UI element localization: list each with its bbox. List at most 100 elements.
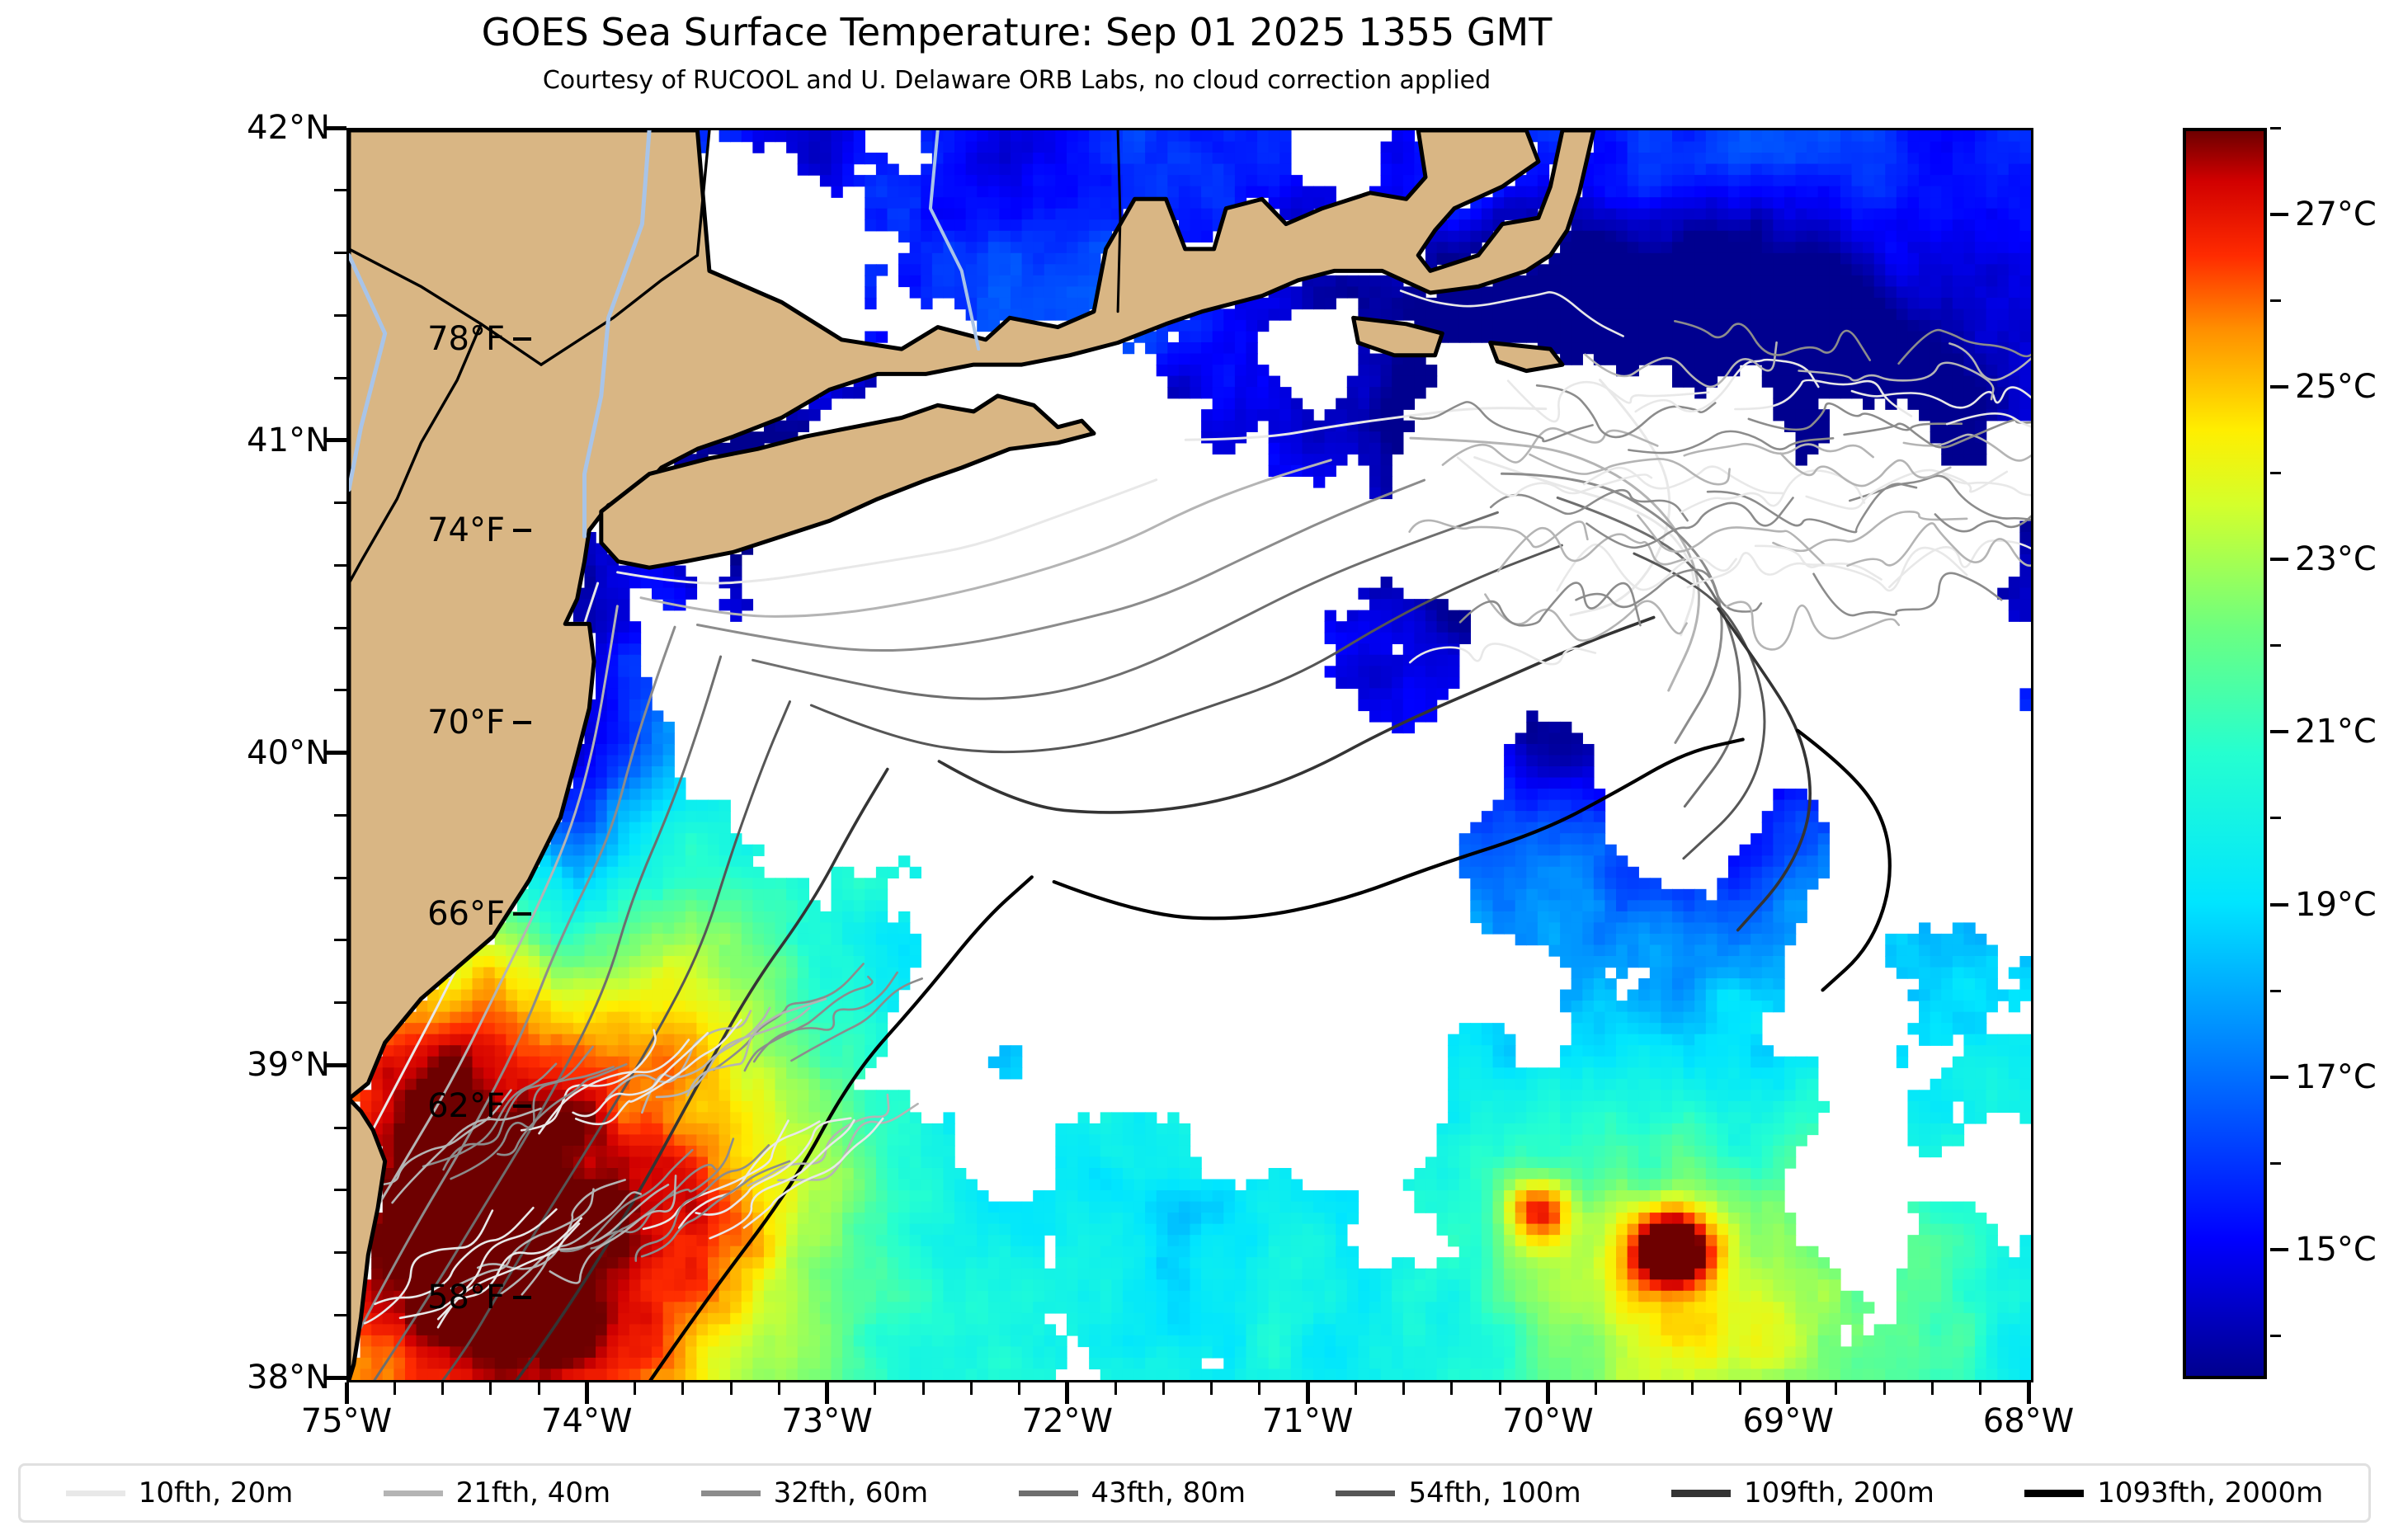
isobath-40m bbox=[639, 459, 1332, 618]
isobath-detail bbox=[1484, 593, 1688, 642]
colorbar-celsius-label-2: 23°C bbox=[2295, 540, 2377, 579]
colorbar[interactable] bbox=[2183, 128, 2267, 1379]
isobath-detail bbox=[398, 1208, 558, 1320]
isobath-detail bbox=[709, 1119, 855, 1240]
ny-pa-border bbox=[349, 247, 543, 366]
longitude-tick-major-5 bbox=[1545, 1382, 1550, 1404]
longitude-tick-minor bbox=[1882, 1382, 1886, 1395]
land-delmarva-peninsula bbox=[349, 1096, 388, 1380]
colorbar-fahrenheit-label-2: 70°F bbox=[427, 703, 505, 742]
longitude-tick-major-6 bbox=[1786, 1382, 1791, 1404]
longitude-tick-minor bbox=[1498, 1382, 1501, 1395]
latitude-tick-minor bbox=[334, 1126, 346, 1129]
longitude-tick-label-1: 74°W bbox=[541, 1402, 633, 1440]
legend-item-40m: 21fth, 40m bbox=[383, 1476, 611, 1509]
isobath-20m bbox=[616, 478, 1158, 585]
longitude-tick-major-1 bbox=[584, 1382, 589, 1404]
isobath-detail bbox=[1535, 384, 1717, 439]
isobath-60m bbox=[695, 478, 1425, 652]
colorbar-celsius-tick-1 bbox=[2270, 384, 2288, 389]
latitude-tick-minor bbox=[334, 1189, 346, 1192]
isobath-line-swatch bbox=[65, 1490, 125, 1496]
isobath-detail bbox=[1575, 568, 1763, 613]
latitude-tick-major-3 bbox=[325, 1062, 346, 1067]
longitude-tick-minor bbox=[634, 1382, 637, 1395]
ct-ri-border bbox=[1116, 130, 1122, 313]
isobath-detail bbox=[1634, 358, 1820, 413]
isobath-80m bbox=[752, 511, 1499, 700]
isobath-40m bbox=[355, 605, 619, 1243]
figure-title: GOES Sea Surface Temperature: Sep 01 202… bbox=[481, 10, 1553, 54]
isobath-detail bbox=[1948, 342, 2031, 381]
isobath-line-swatch bbox=[1671, 1489, 1732, 1497]
isobath-detail bbox=[678, 1120, 821, 1229]
isobath-2000m bbox=[1052, 737, 1745, 921]
legend-item-100m: 54fth, 100m bbox=[1336, 1476, 1581, 1509]
isobath-detail bbox=[1888, 539, 2031, 589]
isobath-detail bbox=[1734, 379, 1913, 417]
legend-item-20m: 10fth, 20m bbox=[65, 1476, 293, 1509]
latitude-tick-minor bbox=[334, 1251, 346, 1254]
latitude-tick-minor bbox=[334, 502, 346, 504]
delaware-river bbox=[349, 253, 388, 492]
longitude-tick-minor bbox=[441, 1382, 444, 1395]
colorbar-celsius-tick-minor bbox=[2270, 1335, 2281, 1338]
isobath-detail bbox=[1772, 511, 1968, 553]
longitude-tick-minor bbox=[1018, 1382, 1021, 1395]
longitude-tick-label-5: 70°W bbox=[1502, 1402, 1594, 1440]
isobath-detail bbox=[1408, 643, 1597, 666]
isobath-detail bbox=[634, 1144, 770, 1262]
isobath-detail bbox=[1529, 453, 1731, 486]
latitude-tick-label-1: 41°N bbox=[247, 421, 330, 459]
longitude-tick-minor bbox=[1595, 1382, 1598, 1395]
isobath-detail bbox=[1754, 544, 1968, 592]
isobath-detail bbox=[374, 1207, 535, 1306]
longitude-tick-minor bbox=[1402, 1382, 1406, 1395]
isobath-detail bbox=[790, 977, 923, 1062]
colorbar-fahrenheit-label-5: 58°F bbox=[427, 1279, 505, 1317]
isobath-100m bbox=[1633, 552, 1766, 860]
colorbar-celsius-label-6: 15°C bbox=[2295, 1231, 2377, 1269]
colorbar-fahrenheit-tick-4 bbox=[513, 1104, 531, 1108]
isobath-detail bbox=[538, 1038, 690, 1135]
isobath-detail bbox=[1680, 469, 1866, 513]
legend-item-label: 21fth, 40m bbox=[455, 1476, 611, 1509]
longitude-tick-minor bbox=[1162, 1382, 1165, 1395]
latitude-tick-minor bbox=[334, 252, 346, 254]
longitude-tick-minor bbox=[1642, 1382, 1646, 1395]
isobath-detail bbox=[1812, 572, 2003, 617]
legend-item-label: 32fth, 60m bbox=[773, 1476, 929, 1509]
latitude-tick-minor bbox=[334, 376, 346, 379]
latitude-tick-minor bbox=[334, 813, 346, 817]
longitude-tick-minor bbox=[1930, 1382, 1934, 1395]
colorbar-celsius-label-0: 27°C bbox=[2295, 195, 2377, 233]
longitude-tick-minor bbox=[777, 1382, 780, 1395]
colorbar-gradient bbox=[2186, 131, 2264, 1376]
longitude-tick-label-0: 75°W bbox=[300, 1402, 393, 1440]
colorbar-celsius-label-5: 17°C bbox=[2295, 1057, 2377, 1096]
longitude-tick-minor bbox=[1835, 1382, 1838, 1395]
longitude-tick-minor bbox=[393, 1382, 396, 1395]
map-plot-area[interactable] bbox=[346, 128, 2033, 1382]
isobath-detail bbox=[391, 1107, 542, 1204]
figure-subtitle: Courtesy of RUCOOL and U. Delaware ORB L… bbox=[542, 66, 1491, 95]
land-nantucket bbox=[1488, 341, 1565, 374]
isobath-100m bbox=[809, 544, 1563, 754]
legend-item-label: 1093fth, 2000m bbox=[2097, 1476, 2324, 1509]
colorbar-celsius-tick-minor bbox=[2270, 471, 2281, 474]
isobath-detail bbox=[777, 1102, 919, 1182]
isobath-detail bbox=[1942, 473, 2031, 497]
isobath-detail bbox=[361, 1089, 512, 1186]
isobath-detail bbox=[1582, 465, 1785, 495]
legend-item-2000m: 1093fth, 2000m bbox=[2024, 1476, 2323, 1509]
isobath-detail bbox=[1683, 442, 1874, 459]
colorbar-celsius-tick-minor bbox=[2270, 299, 2281, 302]
isobath-2000m bbox=[648, 875, 1034, 1380]
latitude-tick-label-4: 38°N bbox=[247, 1359, 330, 1396]
isobath-100m bbox=[441, 700, 791, 1380]
isobath-20m bbox=[1184, 407, 1548, 441]
isobath-line-swatch bbox=[1018, 1490, 1078, 1496]
longitude-tick-major-2 bbox=[825, 1382, 830, 1404]
colorbar-celsius-tick-6 bbox=[2270, 1248, 2288, 1252]
